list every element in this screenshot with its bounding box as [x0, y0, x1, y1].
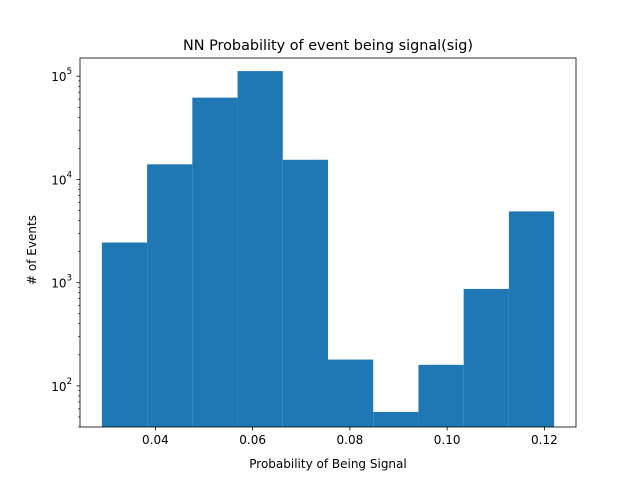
histogram-bar — [192, 97, 238, 428]
histogram-bar — [101, 242, 148, 427]
x-tick-label: 0.12 — [531, 433, 558, 447]
y-tick-label: 105 — [51, 67, 72, 84]
chart-title: NN Probability of event being signal(sig… — [183, 38, 473, 54]
x-axis: 0.04 0.06 0.08 0.10 0.12 — [142, 427, 558, 447]
histogram-bar — [282, 159, 328, 427]
histogram-bar — [147, 164, 193, 427]
histogram-bar — [373, 411, 419, 427]
x-tick-label: 0.06 — [239, 433, 266, 447]
y-axis-label: # of Events — [25, 215, 39, 285]
histogram-bars — [101, 71, 555, 428]
y-tick-label: 104 — [51, 170, 72, 187]
histogram-bar — [463, 288, 509, 427]
histogram-bar — [237, 71, 283, 427]
histogram-bar — [508, 211, 555, 427]
y-tick-label: 102 — [51, 377, 72, 394]
x-tick-label: 0.04 — [142, 433, 169, 447]
x-axis-label: Probability of Being Signal — [249, 457, 406, 471]
y-tick-label: 103 — [51, 274, 72, 291]
y-axis: 102 103 104 105 — [51, 67, 80, 428]
histogram-bar — [328, 359, 374, 427]
histogram-bar — [418, 364, 464, 427]
x-tick-label: 0.08 — [337, 433, 364, 447]
x-tick-label: 0.10 — [434, 433, 461, 447]
plot-frame — [79, 57, 577, 428]
